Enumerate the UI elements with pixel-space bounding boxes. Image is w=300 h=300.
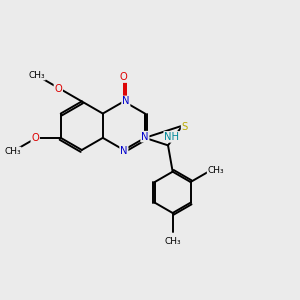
- Text: N: N: [120, 146, 127, 156]
- Text: N: N: [122, 96, 130, 106]
- Text: CH₃: CH₃: [28, 71, 45, 80]
- Text: CH₃: CH₃: [208, 166, 224, 175]
- Text: CH₃: CH₃: [164, 237, 181, 246]
- Text: NH: NH: [164, 132, 179, 142]
- Text: N: N: [141, 132, 149, 142]
- Text: O: O: [120, 72, 128, 82]
- Text: S: S: [182, 122, 188, 132]
- Text: O: O: [54, 84, 62, 94]
- Text: O: O: [31, 133, 39, 143]
- Text: CH₃: CH₃: [4, 147, 21, 156]
